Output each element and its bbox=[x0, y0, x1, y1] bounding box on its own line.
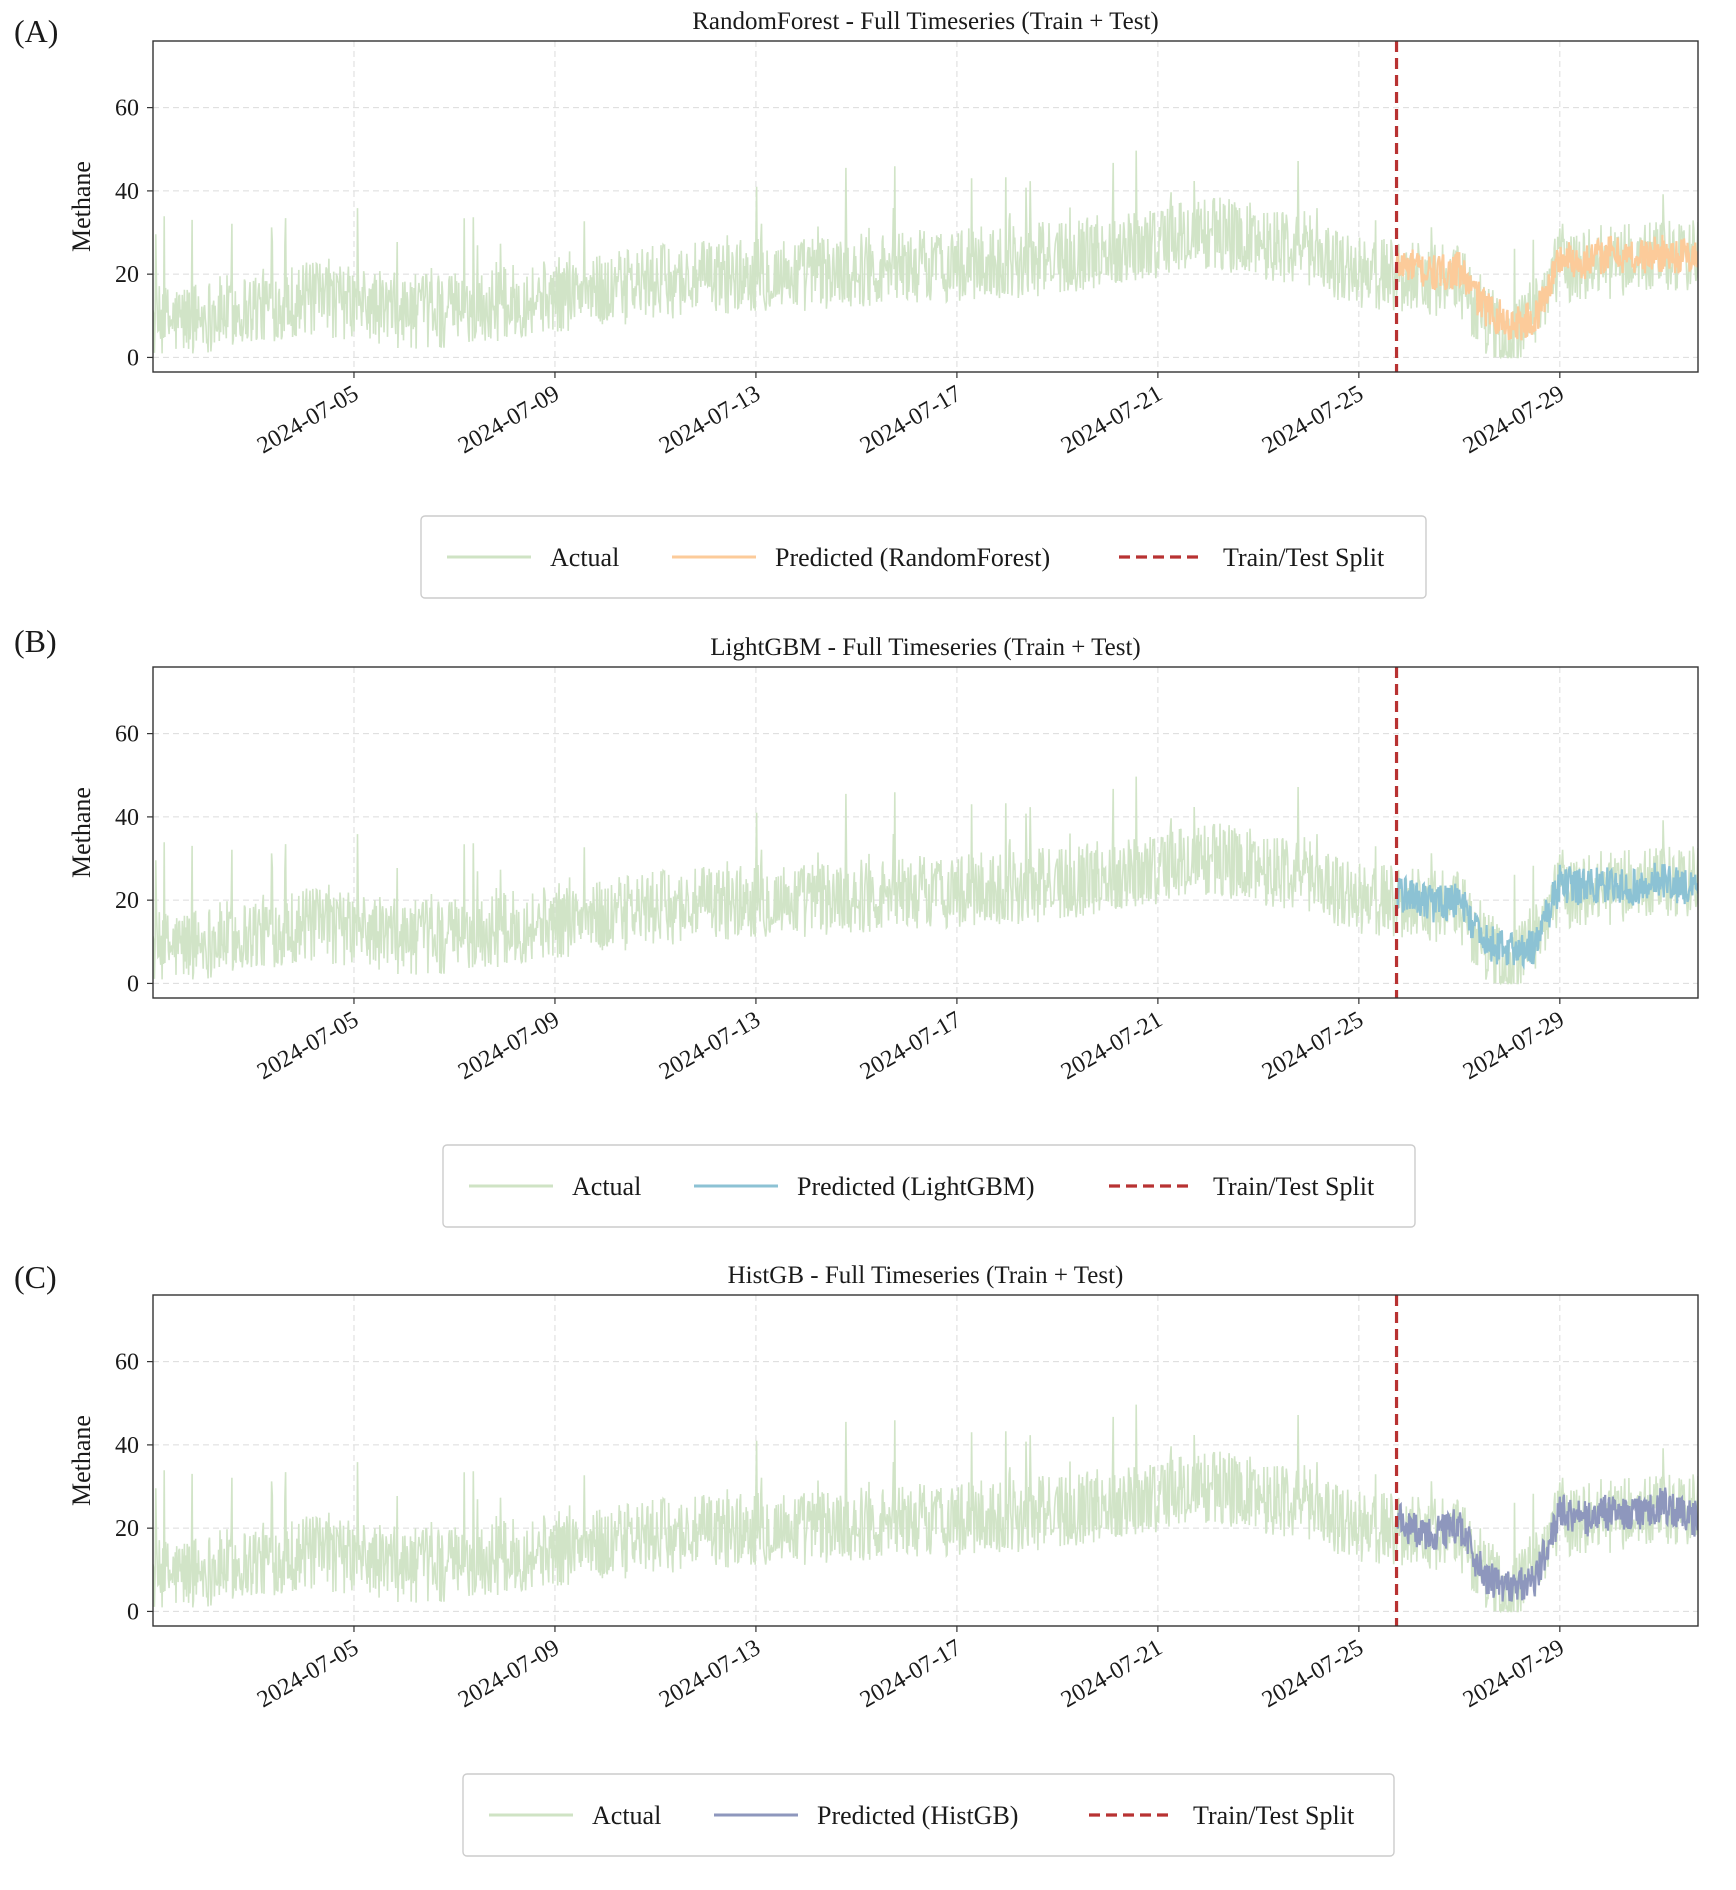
legend-label: Actual bbox=[572, 1172, 641, 1201]
chart-title: HistGB - Full Timeseries (Train + Test) bbox=[728, 1262, 1124, 1289]
x-tick-label: 2024-07-25 bbox=[1258, 1635, 1368, 1714]
y-tick-label: 20 bbox=[115, 1516, 139, 1542]
x-tick-label: 2024-07-29 bbox=[1459, 381, 1569, 460]
panel-3: (C) HistGB - Full Timeseries (Train + Tes… bbox=[14, 1259, 1699, 1857]
y-tick-label: 0 bbox=[127, 971, 139, 997]
y-tick-label: 20 bbox=[115, 262, 139, 288]
x-tick-label: 2024-07-17 bbox=[856, 381, 966, 460]
legend: Actual Predicted (RandomForest) Train/Test… bbox=[420, 515, 1427, 599]
legend: Actual Predicted (HistGB) Train/Test Split bbox=[462, 1773, 1395, 1857]
x-tick-label: 2024-07-13 bbox=[655, 1007, 765, 1086]
plot-frame bbox=[152, 40, 1699, 373]
series-predicted-line bbox=[1395, 234, 1698, 341]
y-tick-label: 40 bbox=[115, 179, 139, 205]
y-tick-label: 0 bbox=[127, 345, 139, 371]
y-tick-label: 20 bbox=[115, 888, 139, 914]
x-tick-label: 2024-07-29 bbox=[1459, 1635, 1569, 1714]
series-actual-line bbox=[153, 1404, 1698, 1614]
legend-box bbox=[462, 1773, 1395, 1857]
y-tick-label: 40 bbox=[115, 805, 139, 831]
x-tick-label: 2024-07-13 bbox=[655, 381, 765, 460]
panel-label: (A) bbox=[14, 13, 58, 49]
chart-title: RandomForest - Full Timeseries (Train + … bbox=[692, 8, 1159, 35]
x-tick-label: 2024-07-05 bbox=[253, 381, 363, 460]
legend-label: Predicted (LightGBM) bbox=[797, 1172, 1035, 1201]
legend: Actual Predicted (LightGBM) Train/Test Spl… bbox=[442, 1144, 1416, 1228]
x-tick-label: 2024-07-05 bbox=[253, 1007, 363, 1086]
panel-2: (B) LightGBM - Full Timeseries (Train + T… bbox=[14, 623, 1699, 1228]
y-axis-label: Methane bbox=[67, 161, 96, 252]
legend-label: Predicted (HistGB) bbox=[817, 1801, 1018, 1830]
x-tick-label: 2024-07-25 bbox=[1258, 1007, 1368, 1086]
legend-label: Actual bbox=[550, 543, 619, 572]
y-tick-label: 60 bbox=[115, 96, 139, 122]
legend-label: Actual bbox=[592, 1801, 661, 1830]
panel-label: (B) bbox=[14, 623, 57, 659]
chart-title: LightGBM - Full Timeseries (Train + Test… bbox=[710, 634, 1140, 661]
y-tick-label: 0 bbox=[127, 1599, 139, 1625]
legend-label: Train/Test Split bbox=[1223, 543, 1385, 572]
y-axis-label: Methane bbox=[67, 1415, 96, 1506]
panel-label: (C) bbox=[14, 1259, 57, 1295]
x-tick-label: 2024-07-17 bbox=[856, 1007, 966, 1086]
plot-frame bbox=[152, 666, 1699, 999]
x-tick-label: 2024-07-21 bbox=[1057, 381, 1167, 460]
x-tick-label: 2024-07-05 bbox=[253, 1635, 363, 1714]
x-tick-label: 2024-07-17 bbox=[856, 1635, 966, 1714]
x-tick-label: 2024-07-25 bbox=[1258, 381, 1368, 460]
x-tick-label: 2024-07-09 bbox=[454, 1635, 564, 1714]
x-tick-label: 2024-07-09 bbox=[454, 1007, 564, 1086]
legend-label: Train/Test Split bbox=[1213, 1172, 1375, 1201]
x-tick-label: 2024-07-21 bbox=[1057, 1635, 1167, 1714]
series-actual-line bbox=[153, 776, 1698, 986]
legend-label: Train/Test Split bbox=[1193, 1801, 1355, 1830]
legend-box bbox=[442, 1144, 1416, 1228]
panel-1: (A) RandomForest - Full Timeseries (Train… bbox=[14, 8, 1699, 599]
x-tick-label: 2024-07-29 bbox=[1459, 1007, 1569, 1086]
x-tick-label: 2024-07-21 bbox=[1057, 1007, 1167, 1086]
y-tick-label: 60 bbox=[115, 1350, 139, 1376]
series-actual-line bbox=[153, 150, 1698, 360]
series-predicted-line bbox=[1395, 1487, 1698, 1602]
y-tick-label: 60 bbox=[115, 722, 139, 748]
plot-frame bbox=[152, 1294, 1699, 1627]
y-tick-label: 40 bbox=[115, 1433, 139, 1459]
x-tick-label: 2024-07-09 bbox=[454, 381, 564, 460]
series-predicted-line bbox=[1395, 862, 1698, 971]
x-tick-label: 2024-07-13 bbox=[655, 1635, 765, 1714]
y-axis-label: Methane bbox=[67, 787, 96, 878]
legend-box bbox=[420, 515, 1427, 599]
legend-label: Predicted (RandomForest) bbox=[775, 543, 1050, 572]
